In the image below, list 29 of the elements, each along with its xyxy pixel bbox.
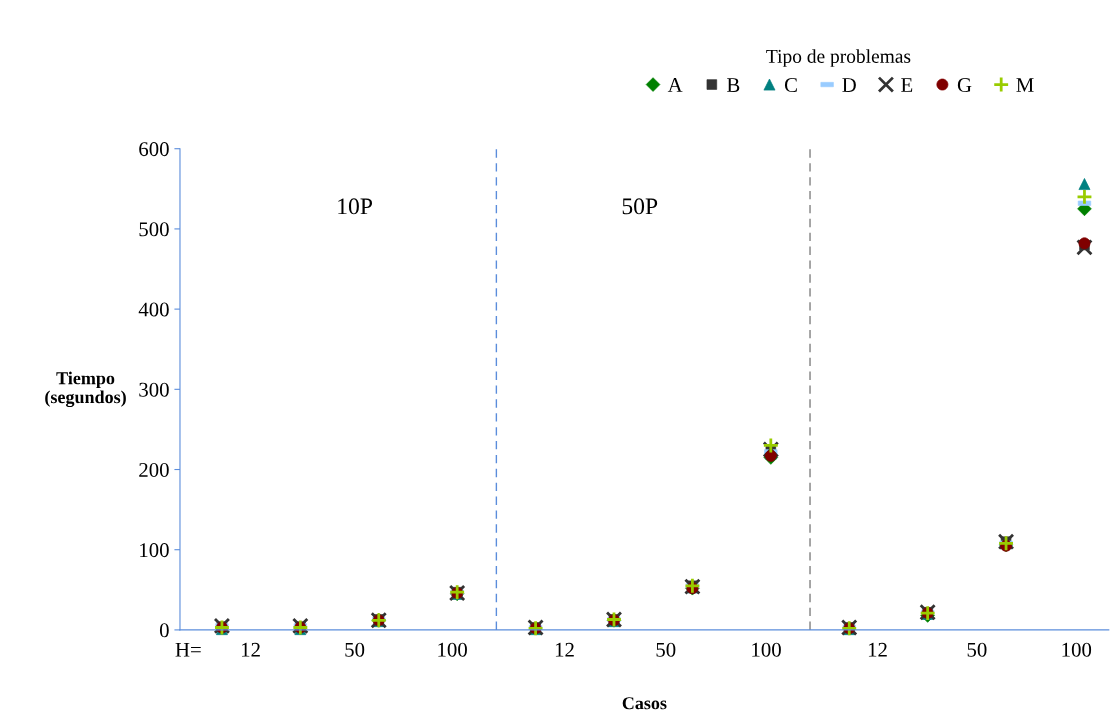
- legend-label: B: [727, 78, 740, 92]
- legend-label: M: [1016, 78, 1034, 92]
- y-tick-label: 300: [139, 382, 169, 397]
- legend-label: E: [901, 78, 913, 92]
- y-tick-label: 100: [140, 543, 169, 558]
- y-tick-label: 500: [139, 222, 169, 237]
- y-tick-label: 400: [138, 302, 169, 317]
- text: 100: [1062, 642, 1092, 657]
- text: 50: [656, 642, 676, 657]
- text: 100: [752, 642, 781, 657]
- legend-label: G: [957, 78, 972, 93]
- text: 12: [868, 642, 887, 657]
- legend-label: C: [784, 78, 797, 93]
- legend-title: Tipo de problemas: [766, 49, 911, 67]
- text: 12: [241, 642, 260, 657]
- x-axis-title: Casos: [622, 697, 667, 710]
- y-axis-title: Tiempo (segundos): [45, 371, 126, 408]
- annotation: 10P: [338, 198, 373, 215]
- legend-label: D: [842, 78, 856, 92]
- annotation: 50P: [622, 198, 658, 215]
- y-tick-label: 200: [139, 462, 169, 477]
- y-tick-label: 0: [159, 623, 169, 638]
- text: 12: [555, 642, 574, 657]
- legend-label: A: [667, 78, 683, 92]
- text: 50: [967, 642, 987, 657]
- text: H=: [175, 642, 201, 657]
- text: 50: [345, 642, 365, 657]
- y-tick-label: 600: [139, 142, 169, 157]
- text: 100: [438, 642, 467, 657]
